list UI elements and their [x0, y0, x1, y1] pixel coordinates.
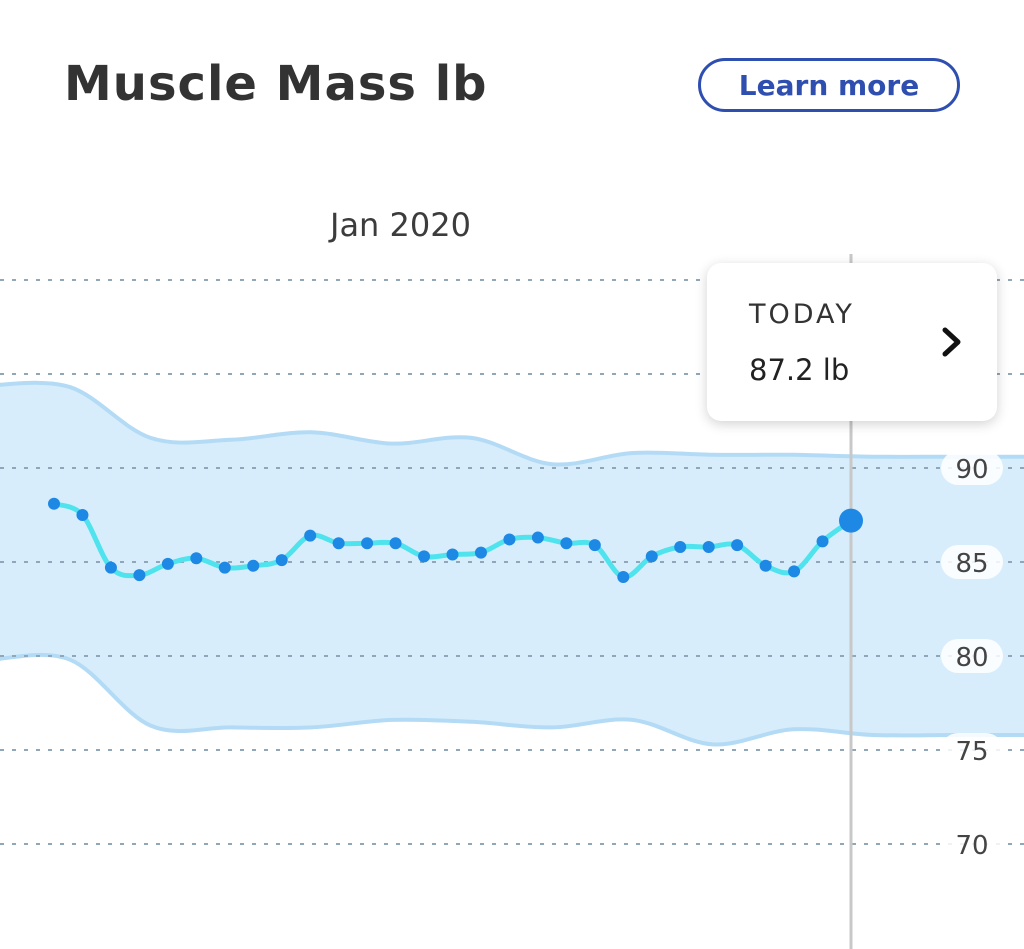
data-point[interactable]: [332, 537, 345, 550]
data-point[interactable]: [275, 554, 288, 567]
muscle-mass-points: [48, 497, 863, 584]
data-point[interactable]: [190, 552, 203, 565]
data-point[interactable]: [560, 537, 573, 550]
data-point[interactable]: [48, 497, 60, 510]
data-point[interactable]: [161, 557, 174, 570]
y-tick-label: 85: [941, 545, 1003, 579]
data-point[interactable]: [247, 559, 260, 572]
data-point[interactable]: [389, 537, 402, 550]
data-point[interactable]: [304, 529, 317, 542]
data-point[interactable]: [361, 537, 374, 550]
normal-range-lower-edge: [0, 652, 1024, 747]
y-tick-label: 70: [941, 827, 1003, 861]
data-point[interactable]: [446, 548, 459, 561]
data-point[interactable]: [788, 565, 801, 578]
data-point[interactable]: [503, 533, 516, 546]
data-point[interactable]: [645, 550, 658, 563]
svg-text:80: 80: [955, 643, 988, 673]
chart-period-label: Jan 2020: [330, 206, 471, 244]
today-tooltip[interactable]: TODAY 87.2 lb: [707, 263, 997, 421]
chevron-right-icon[interactable]: [939, 325, 965, 359]
svg-text:90: 90: [955, 455, 988, 485]
data-point[interactable]: [702, 540, 715, 553]
selected-data-point[interactable]: [839, 508, 863, 533]
data-point[interactable]: [759, 559, 772, 572]
tooltip-value: 87.2 lb: [749, 353, 850, 387]
svg-text:70: 70: [955, 831, 988, 861]
data-point[interactable]: [674, 540, 687, 553]
data-point[interactable]: [531, 531, 544, 544]
normal-range-band: [0, 382, 1024, 745]
y-tick-label: 90: [941, 451, 1003, 485]
data-point[interactable]: [104, 561, 117, 574]
normal-range-upper-edge: [0, 380, 1024, 467]
data-point[interactable]: [76, 509, 89, 521]
data-point[interactable]: [133, 569, 146, 582]
data-point[interactable]: [731, 539, 744, 552]
data-point[interactable]: [617, 571, 630, 584]
data-point[interactable]: [474, 546, 487, 559]
data-point[interactable]: [418, 550, 431, 563]
tooltip-label: TODAY: [749, 299, 855, 330]
learn-more-button[interactable]: Learn more: [698, 58, 960, 112]
y-axis-tick-labels: 90 85 80 75 70: [941, 451, 1003, 861]
data-point[interactable]: [218, 561, 231, 574]
svg-text:85: 85: [955, 549, 988, 579]
y-tick-label: 75: [941, 733, 1003, 767]
svg-text:75: 75: [955, 737, 988, 767]
data-point[interactable]: [588, 539, 601, 552]
page-title: Muscle Mass lb: [64, 56, 488, 112]
data-point[interactable]: [816, 535, 829, 548]
y-tick-label: 80: [941, 639, 1003, 673]
